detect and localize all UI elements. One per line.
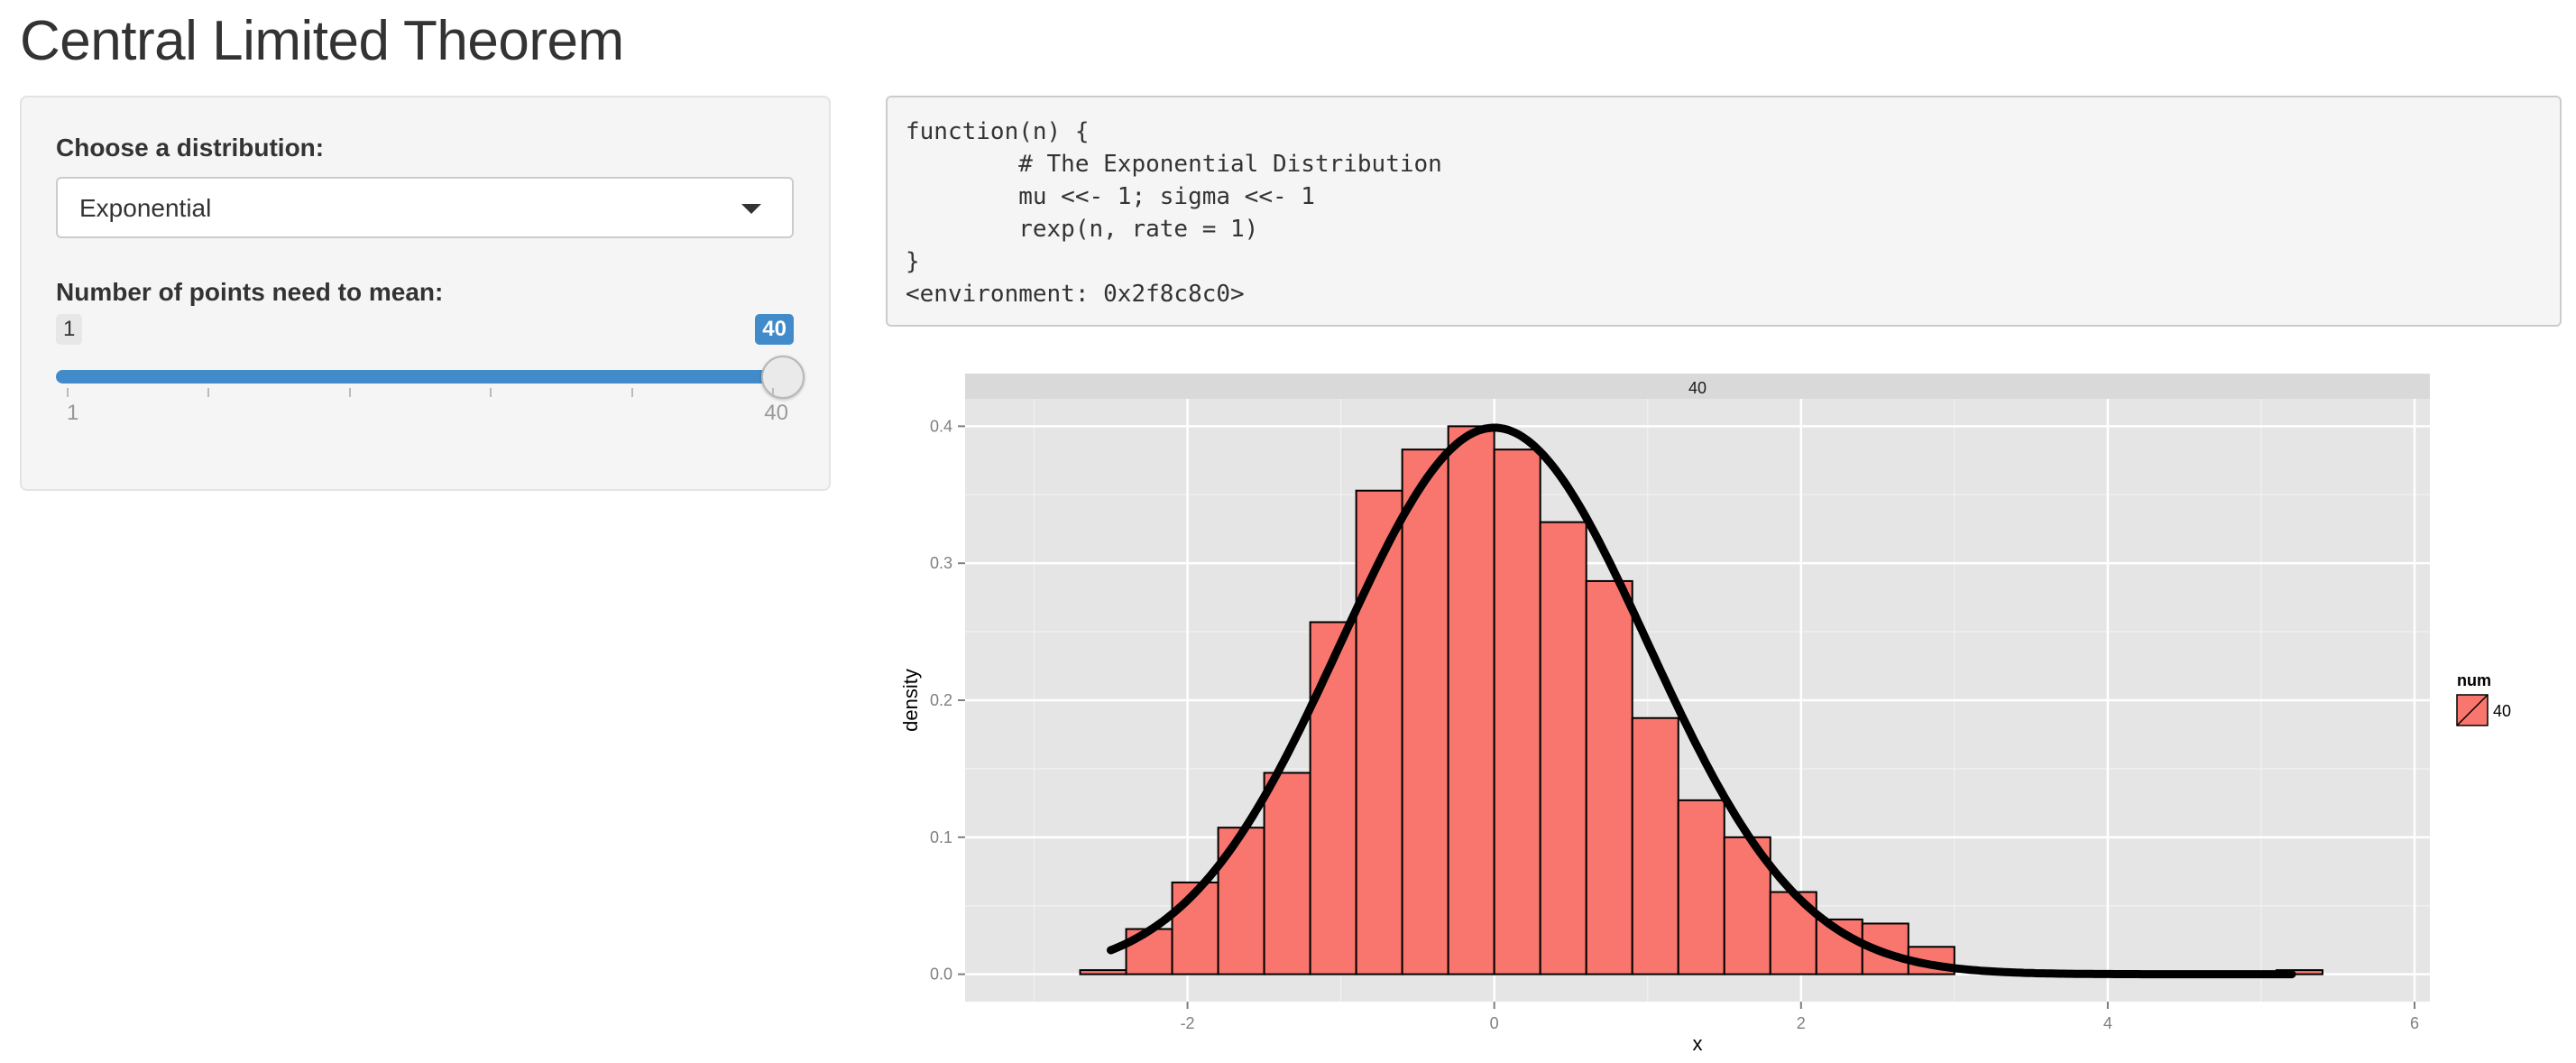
code-text: function(n) { # The Exponential Distribu… xyxy=(906,118,1442,308)
points-label: Number of points need to mean: xyxy=(56,278,444,306)
y-tick-label: 0.3 xyxy=(930,554,952,572)
slider-tick xyxy=(67,388,69,397)
slider-fill xyxy=(56,370,772,384)
x-tick-label: -2 xyxy=(1181,1014,1195,1032)
facet-strip-label: 40 xyxy=(1688,379,1707,397)
histogram-bar xyxy=(1677,799,1725,975)
y-axis: 0.0 0.1 0.2 0.3 0.4 xyxy=(930,417,965,984)
chevron-down-icon xyxy=(741,204,761,214)
slider-value-badge: 40 xyxy=(755,314,794,345)
y-tick-label: 0.1 xyxy=(930,828,952,846)
x-tick-label: 2 xyxy=(1797,1014,1806,1032)
x-tick-label: 0 xyxy=(1490,1014,1499,1032)
histogram-bar xyxy=(1539,521,1587,975)
y-tick-label: 0.0 xyxy=(930,966,952,984)
code-output: function(n) { # The Exponential Distribu… xyxy=(886,96,2562,327)
histogram-bar xyxy=(1401,448,1449,975)
distribution-select-value: Exponential xyxy=(79,194,212,222)
x-axis-title: x xyxy=(1693,1032,1703,1055)
y-tick-label: 0.2 xyxy=(930,691,952,709)
legend: num 40 xyxy=(2456,671,2511,726)
slider-min-label: 1 xyxy=(67,401,79,425)
x-tick-label: 4 xyxy=(2103,1014,2112,1032)
distribution-select[interactable]: Exponential xyxy=(56,177,794,238)
histogram-bar xyxy=(1585,579,1633,975)
legend-entry-40: 40 xyxy=(2493,702,2511,720)
density-curve xyxy=(1107,423,2296,979)
sidebar-panel: Choose a distribution: Exponential Numbe… xyxy=(20,96,831,491)
slider-tick xyxy=(348,388,351,397)
slider-handle[interactable] xyxy=(761,356,805,399)
histogram-bars xyxy=(1079,425,2323,975)
histogram-bar xyxy=(1263,772,1311,975)
x-tick-label: 6 xyxy=(2410,1014,2419,1032)
legend-title: num xyxy=(2457,671,2491,689)
facet-strip xyxy=(965,374,2430,399)
histogram-bar xyxy=(1217,827,1265,975)
histogram-chart: 40 -2 0 2 4 6 0.0 0.1 0.2 0.3 0.4 x density num … xyxy=(899,374,2511,1055)
histogram-bar xyxy=(1355,489,1403,975)
x-axis: -2 0 2 4 6 xyxy=(1181,1002,2419,1032)
slider-min-badge: 1 xyxy=(56,314,83,345)
histogram-bar xyxy=(1631,716,1679,975)
y-axis-title: density xyxy=(899,669,922,732)
slider-tick xyxy=(490,388,492,397)
legend-swatch-slash xyxy=(2456,694,2489,726)
page-title: Central Limited Theorem xyxy=(20,10,624,72)
points-slider[interactable]: 1 40 1 40 xyxy=(56,314,805,431)
slider-max-label: 40 xyxy=(764,401,788,425)
histogram-bar xyxy=(1079,969,1127,975)
distribution-label: Choose a distribution: xyxy=(56,134,325,162)
histogram-bar xyxy=(1309,621,1357,975)
slider-tick xyxy=(207,388,210,397)
slider-tick xyxy=(772,388,774,397)
slider-track[interactable] xyxy=(56,370,772,384)
slider-tick xyxy=(630,388,633,397)
histogram-bar xyxy=(1493,448,1541,975)
histogram-bar xyxy=(1447,425,1495,975)
y-tick-label: 0.4 xyxy=(930,417,952,435)
